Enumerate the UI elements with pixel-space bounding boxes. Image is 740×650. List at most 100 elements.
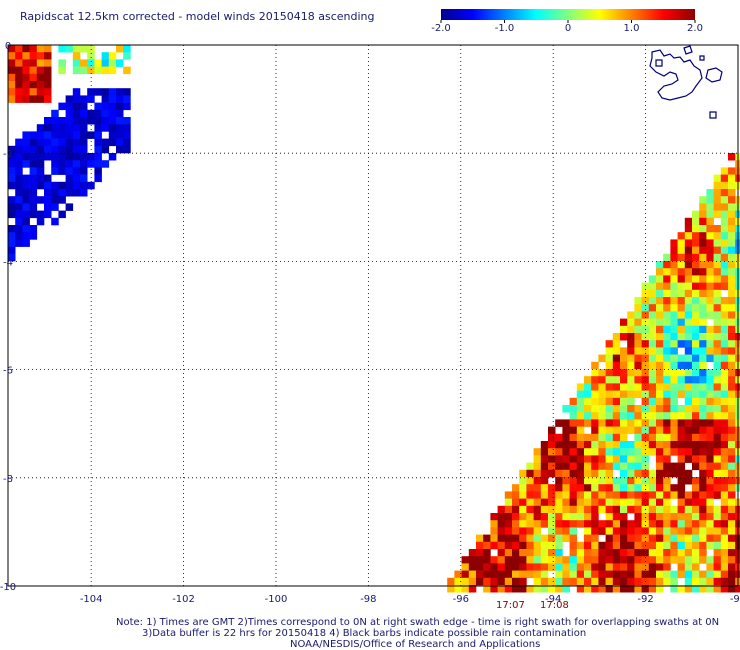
wind-cell xyxy=(720,455,729,463)
wind-cell xyxy=(620,419,628,427)
wind-cell xyxy=(627,549,635,557)
wind-cell xyxy=(699,577,707,586)
wind-cell xyxy=(8,253,16,262)
wind-cell xyxy=(634,505,642,514)
wind-cell xyxy=(72,181,81,190)
wind-cell xyxy=(22,52,30,60)
wind-cell xyxy=(116,138,124,147)
wind-cell xyxy=(476,570,484,579)
wind-cell xyxy=(648,527,657,535)
wind-cell xyxy=(72,95,81,103)
longitude-label: -102 xyxy=(172,594,195,605)
wind-cell xyxy=(540,505,549,514)
wind-cell xyxy=(512,585,520,593)
wind-cell xyxy=(22,225,30,233)
wind-cell xyxy=(634,513,642,521)
wind-cell xyxy=(648,311,657,319)
wind-cell xyxy=(713,563,722,571)
wind-cell xyxy=(699,520,707,528)
wind-cell xyxy=(526,469,534,478)
longitude-label: -96 xyxy=(453,594,469,605)
wind-cell xyxy=(605,520,614,528)
wind-cell xyxy=(8,239,16,247)
wind-cell xyxy=(116,124,124,132)
wind-cell xyxy=(562,570,570,579)
wind-cell xyxy=(512,498,520,507)
wind-cell xyxy=(706,570,714,579)
wind-cell xyxy=(692,549,700,557)
wind-cell xyxy=(591,419,599,427)
wind-cell xyxy=(576,498,585,507)
wind-cell xyxy=(641,354,650,363)
wind-cell xyxy=(584,549,592,557)
wind-cell xyxy=(648,441,657,449)
wind-cell xyxy=(562,585,570,593)
wind-cell xyxy=(656,577,664,586)
wind-cell xyxy=(548,426,556,435)
wind-cell xyxy=(569,419,578,427)
wind-cell xyxy=(720,390,729,399)
wind-cell xyxy=(663,570,671,579)
wind-cell xyxy=(677,477,686,485)
wind-cell xyxy=(699,333,707,341)
wind-cell xyxy=(51,181,59,190)
wind-cell xyxy=(44,181,52,190)
wind-cell xyxy=(605,441,614,449)
wind-cell xyxy=(684,275,693,283)
wind-cell xyxy=(720,268,729,276)
wind-cell xyxy=(22,160,30,168)
wind-cell xyxy=(728,239,736,247)
wind-cell xyxy=(497,534,506,543)
wind-cell xyxy=(677,261,686,269)
colorbar-tick-label: 1.0 xyxy=(624,23,640,34)
wind-cell xyxy=(677,419,686,427)
wind-cell xyxy=(677,304,686,312)
wind-cell xyxy=(692,433,700,442)
wind-cell xyxy=(728,498,736,507)
map-title: Rapidscat 12.5km corrected - model winds… xyxy=(20,10,375,23)
wind-cell xyxy=(728,347,736,355)
wind-cell xyxy=(720,505,729,514)
wind-cell xyxy=(728,397,736,406)
wind-cell xyxy=(584,405,592,413)
wind-cell xyxy=(720,498,729,507)
wind-cell xyxy=(548,513,556,521)
wind-cell xyxy=(728,491,736,499)
wind-cell xyxy=(584,383,592,391)
wind-cell xyxy=(692,397,700,406)
wind-cell xyxy=(684,376,693,384)
wind-cell xyxy=(58,102,66,111)
wind-cell xyxy=(612,556,621,564)
wind-cell xyxy=(663,311,671,319)
wind-cell xyxy=(44,145,52,154)
wind-cell xyxy=(627,397,635,406)
wind-cell xyxy=(627,556,635,564)
wind-cell xyxy=(512,541,520,550)
wind-cell xyxy=(612,541,621,550)
wind-cell xyxy=(15,210,23,219)
wind-cell xyxy=(108,131,117,139)
wind-cell xyxy=(663,534,671,543)
wind-cell xyxy=(728,261,736,269)
wind-cell xyxy=(677,297,686,305)
wind-cell xyxy=(44,138,52,147)
wind-cell xyxy=(620,347,628,355)
wind-cell xyxy=(22,45,30,53)
wind-cell xyxy=(116,145,124,154)
wind-cell xyxy=(684,513,693,521)
wind-cell xyxy=(648,347,657,355)
wind-cell xyxy=(540,513,549,521)
wind-cell xyxy=(663,405,671,413)
wind-cell xyxy=(540,585,549,593)
wind-cell xyxy=(108,117,117,125)
wind-cell xyxy=(576,383,585,391)
wind-cell xyxy=(670,433,678,442)
wind-cell xyxy=(512,484,520,492)
wind-cell xyxy=(447,585,455,593)
wind-cell xyxy=(483,549,491,557)
wind-cell xyxy=(699,556,707,564)
wind-cell xyxy=(627,455,635,463)
wind-cell xyxy=(656,405,664,413)
wind-cell xyxy=(598,577,606,586)
wind-cell xyxy=(562,534,570,543)
